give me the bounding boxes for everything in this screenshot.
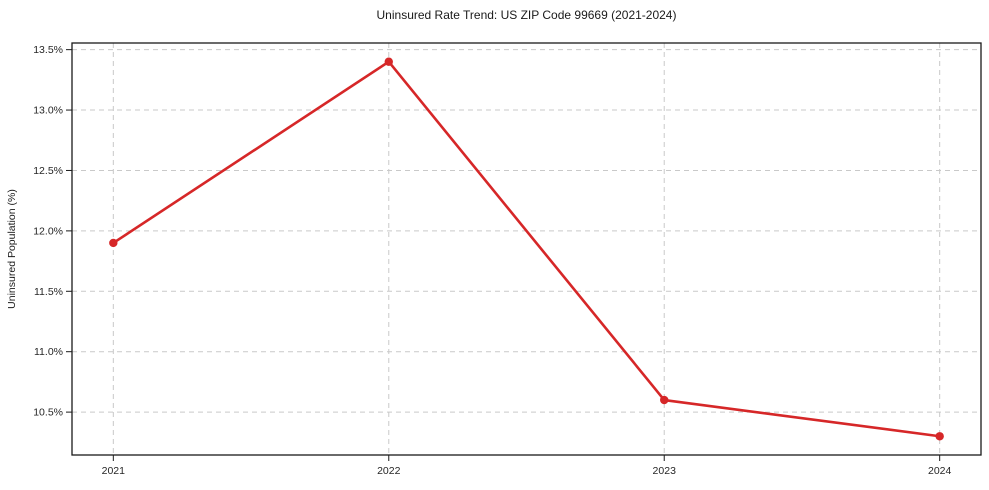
x-tick-label: 2021 <box>102 465 126 477</box>
chart-title: Uninsured Rate Trend: US ZIP Code 99669 … <box>376 8 677 22</box>
x-tick-label: 2023 <box>653 465 677 477</box>
data-point <box>935 432 944 441</box>
trend-line <box>112 60 941 438</box>
plot-border <box>71 42 982 456</box>
y-tick-label: 12.5% <box>33 165 63 177</box>
data-point <box>660 395 669 405</box>
data-point <box>384 57 393 66</box>
y-tick-label: 10.5% <box>33 407 63 419</box>
data-point <box>109 238 118 248</box>
y-tick-label: 13.0% <box>33 105 63 117</box>
x-tick-label: 2024 <box>928 465 952 477</box>
x-tick-label: 2022 <box>377 465 401 477</box>
y-tick-label: 13.5% <box>33 44 63 56</box>
y-tick-label: 11.5% <box>34 286 63 298</box>
y-tick-label: 11.0% <box>34 346 63 358</box>
y-tick-label: 12.0% <box>33 225 63 237</box>
